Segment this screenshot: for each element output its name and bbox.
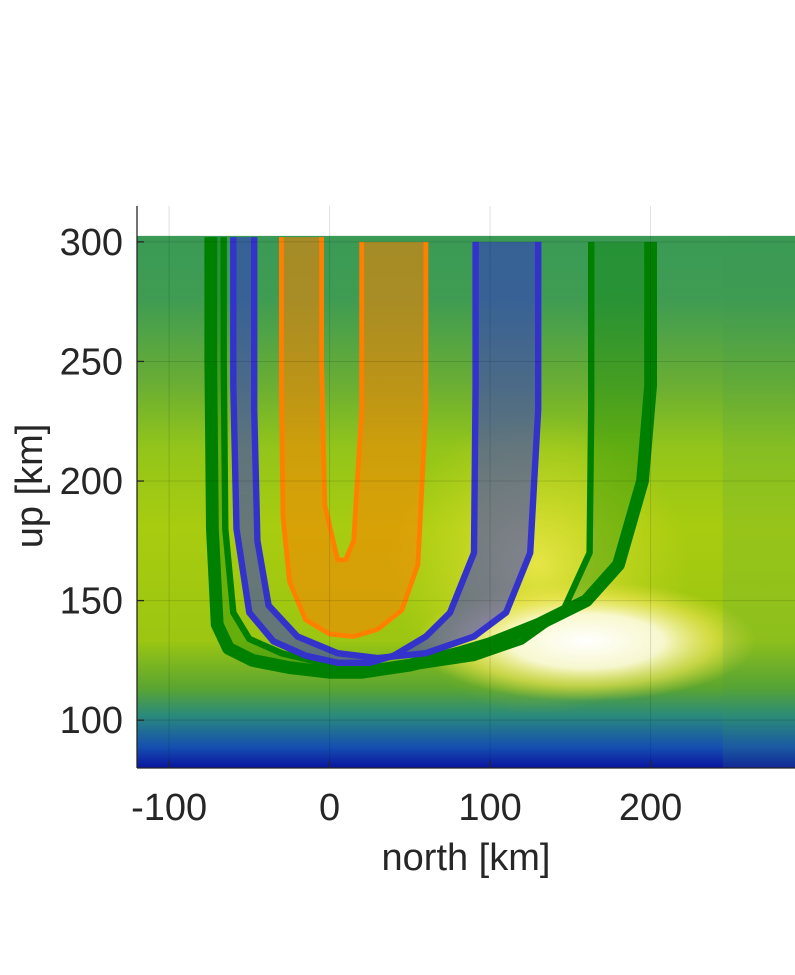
- trajectory-series-3: [251, 237, 542, 662]
- trajectory-series-5: [319, 237, 365, 563]
- heatmap-right-band: [722, 235, 795, 768]
- x-tick-label: 0: [319, 787, 340, 829]
- y-tick-label: 200: [60, 461, 123, 503]
- trajectory-band-fill-2: [281, 237, 426, 637]
- y-tick-label: 300: [60, 222, 123, 264]
- y-axis-label: up [km]: [9, 424, 51, 549]
- y-tick-label: 150: [60, 581, 123, 623]
- x-tick-label: -100: [131, 787, 207, 829]
- x-tick-label: 200: [619, 787, 682, 829]
- trajectory-series-1: [220, 237, 595, 671]
- trajectory-band-fill-0: [210, 237, 651, 673]
- plot-blank-region: [137, 206, 795, 236]
- x-tick-label: 100: [458, 787, 521, 829]
- y-tick-label: 250: [60, 341, 123, 383]
- trajectory-series-2: [230, 237, 479, 666]
- x-axis-label: north [km]: [382, 837, 551, 879]
- y-tick-label: 100: [60, 700, 123, 742]
- trajectory-series-4: [279, 237, 429, 639]
